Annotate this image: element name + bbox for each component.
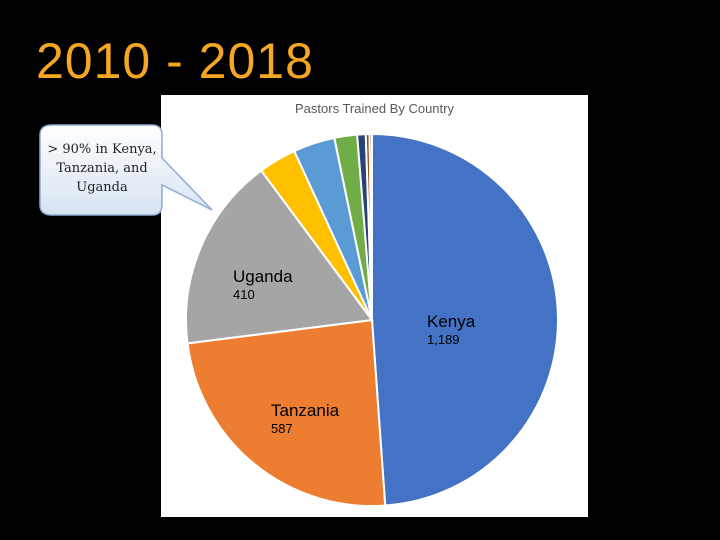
data-label-tanzania: Tanzania 587 (271, 401, 339, 437)
pie-slice-uganda (185, 169, 374, 345)
value-label-kenya: 1,189 (427, 332, 460, 347)
chart-title: Pastors Trained By Country (295, 101, 454, 116)
slide-title: 2010 - 2018 (36, 33, 314, 89)
pie-slice-other-8 (368, 132, 373, 321)
category-label-kenya: Kenya (427, 312, 476, 331)
pie-slice-kenya (371, 132, 559, 507)
category-label-uganda: Uganda (233, 267, 293, 286)
data-label-kenya: Kenya 1,189 (427, 312, 475, 348)
chart-panel: Pastors Trained By Country Kenya 1,189 T… (161, 95, 588, 517)
value-label-tanzania: 587 (271, 421, 293, 436)
pie-chart (185, 132, 559, 507)
callout-text: > 90% in Kenya, Tanzania, and Uganda (47, 142, 157, 195)
value-label-uganda: 410 (233, 287, 255, 302)
data-label-uganda: Uganda 410 (233, 267, 293, 303)
category-label-tanzania: Tanzania (271, 401, 340, 420)
pie-slice-tanzania (186, 318, 387, 507)
